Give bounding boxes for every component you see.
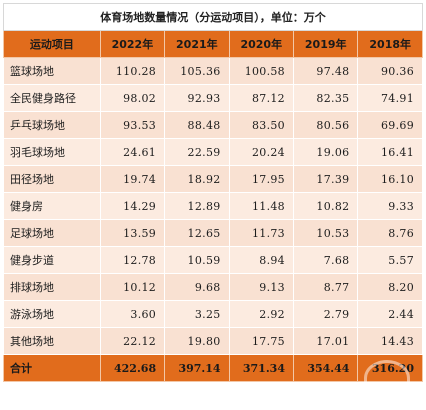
row-value: 13.59 [99, 219, 166, 247]
row-value: 90.36 [357, 57, 423, 85]
row-label: 田径场地 [3, 165, 101, 193]
row-value: 87.12 [228, 84, 294, 112]
total-value: 371.34 [228, 354, 294, 382]
row-value: 88.48 [164, 111, 230, 139]
row-value: 7.68 [292, 246, 359, 274]
row-value: 2.44 [357, 300, 423, 328]
table-row: 乒乓球场地 93.53 88.48 83.50 80.56 69.69 [3, 111, 423, 139]
row-value: 2.92 [228, 300, 294, 328]
column-header: 2018年 [357, 30, 423, 58]
row-value: 24.61 [99, 138, 166, 166]
row-label: 其他场地 [3, 327, 101, 355]
total-value: 397.14 [164, 354, 230, 382]
row-value: 8.94 [228, 246, 294, 274]
row-value: 3.25 [164, 300, 230, 328]
row-label: 健身房 [3, 192, 101, 220]
row-value: 14.43 [357, 327, 423, 355]
row-value: 83.50 [228, 111, 294, 139]
total-value: 422.68 [99, 354, 166, 382]
row-value: 80.56 [292, 111, 359, 139]
row-value: 110.28 [99, 57, 166, 85]
table-row: 健身房 14.29 12.89 11.48 10.82 9.33 [3, 192, 423, 220]
row-value: 2.79 [292, 300, 359, 328]
row-value: 17.75 [228, 327, 294, 355]
row-value: 19.74 [99, 165, 166, 193]
table-row: 田径场地 19.74 18.92 17.95 17.39 16.10 [3, 165, 423, 193]
table-row: 健身步道 12.78 10.59 8.94 7.68 5.57 [3, 246, 423, 274]
row-label: 乒乓球场地 [3, 111, 101, 139]
row-value: 100.58 [228, 57, 294, 85]
row-value: 10.82 [292, 192, 359, 220]
row-value: 9.33 [357, 192, 423, 220]
watermark-text: CHINACMSU [332, 392, 398, 402]
table-title: 体育场地数量情况（分运动项目），单位：万个 [3, 3, 423, 31]
row-value: 8.76 [357, 219, 423, 247]
row-value: 93.53 [99, 111, 166, 139]
row-value: 98.02 [99, 84, 166, 112]
column-header: 2020年 [228, 30, 294, 58]
row-value: 12.65 [164, 219, 230, 247]
row-label: 游泳场地 [3, 300, 101, 328]
table-row: 排球场地 10.12 9.68 9.13 8.77 8.20 [3, 273, 423, 301]
row-value: 74.91 [357, 84, 423, 112]
header-row: 运动项目 2022年 2021年 2020年 2019年 2018年 [3, 30, 423, 58]
total-row: 合计 422.68 397.14 371.34 354.44 316.20 [3, 354, 423, 382]
table-row: 羽毛球场地 24.61 22.59 20.24 19.06 16.41 [3, 138, 423, 166]
row-value: 18.92 [164, 165, 230, 193]
row-value: 16.10 [357, 165, 423, 193]
table-row: 足球场地 13.59 12.65 11.73 10.53 8.76 [3, 219, 423, 247]
row-label: 足球场地 [3, 219, 101, 247]
row-value: 9.13 [228, 273, 294, 301]
table-row: 全民健身路径 98.02 92.93 87.12 82.35 74.91 [3, 84, 423, 112]
total-value: 354.44 [292, 354, 359, 382]
row-label: 全民健身路径 [3, 84, 101, 112]
table-row: 游泳场地 3.60 3.25 2.92 2.79 2.44 [3, 300, 423, 328]
row-value: 10.12 [99, 273, 166, 301]
row-value: 14.29 [99, 192, 166, 220]
total-label: 合计 [3, 354, 101, 382]
row-value: 16.41 [357, 138, 423, 166]
row-label: 羽毛球场地 [3, 138, 101, 166]
row-value: 17.95 [228, 165, 294, 193]
row-value: 22.59 [164, 138, 230, 166]
row-value: 3.60 [99, 300, 166, 328]
row-value: 19.80 [164, 327, 230, 355]
row-label: 健身步道 [3, 246, 101, 274]
row-value: 69.69 [357, 111, 423, 139]
row-value: 8.20 [357, 273, 423, 301]
column-header: 2022年 [99, 30, 166, 58]
row-value: 92.93 [164, 84, 230, 112]
row-label: 篮球场地 [3, 57, 101, 85]
row-value: 22.12 [99, 327, 166, 355]
title-row: 体育场地数量情况（分运动项目），单位：万个 [3, 3, 423, 31]
row-value: 11.48 [228, 192, 294, 220]
row-value: 17.39 [292, 165, 359, 193]
row-value: 8.77 [292, 273, 359, 301]
table-row: 其他场地 22.12 19.80 17.75 17.01 14.43 [3, 327, 423, 355]
row-value: 105.36 [164, 57, 230, 85]
total-value: 316.20 [357, 354, 423, 382]
row-value: 19.06 [292, 138, 359, 166]
column-header: 运动项目 [3, 30, 101, 58]
row-value: 12.78 [99, 246, 166, 274]
row-value: 12.89 [164, 192, 230, 220]
table-row: 篮球场地 110.28 105.36 100.58 97.48 90.36 [3, 57, 423, 85]
row-label: 排球场地 [3, 273, 101, 301]
row-value: 17.01 [292, 327, 359, 355]
column-header: 2021年 [164, 30, 230, 58]
sports-venues-table: 体育场地数量情况（分运动项目），单位：万个 运动项目 2022年 2021年 2… [3, 3, 423, 382]
row-value: 97.48 [292, 57, 359, 85]
column-header: 2019年 [292, 30, 359, 58]
table-body: 篮球场地 110.28 105.36 100.58 97.48 90.36 全民… [3, 57, 423, 355]
row-value: 20.24 [228, 138, 294, 166]
row-value: 10.53 [292, 219, 359, 247]
row-value: 10.59 [164, 246, 230, 274]
row-value: 11.73 [228, 219, 294, 247]
row-value: 9.68 [164, 273, 230, 301]
row-value: 5.57 [357, 246, 423, 274]
row-value: 82.35 [292, 84, 359, 112]
